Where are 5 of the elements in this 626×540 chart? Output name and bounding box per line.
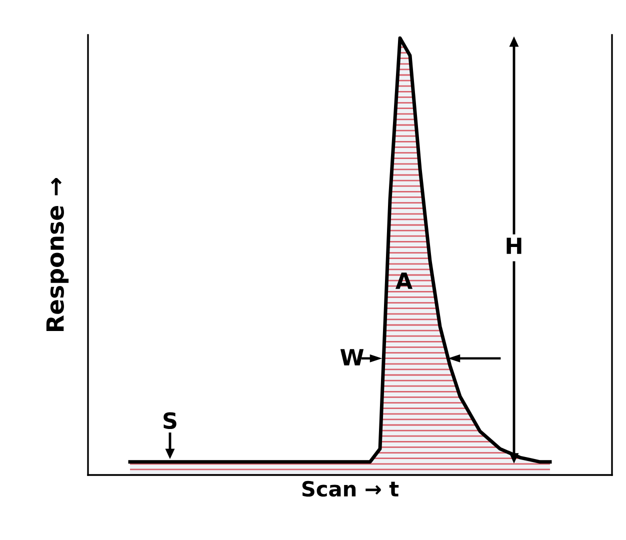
annotation: H <box>506 238 522 254</box>
y-axis-title: Response → <box>46 178 69 331</box>
annotation: W <box>340 349 364 366</box>
annotation: S <box>164 412 176 430</box>
x-axis-title: Scan → t <box>302 480 399 497</box>
